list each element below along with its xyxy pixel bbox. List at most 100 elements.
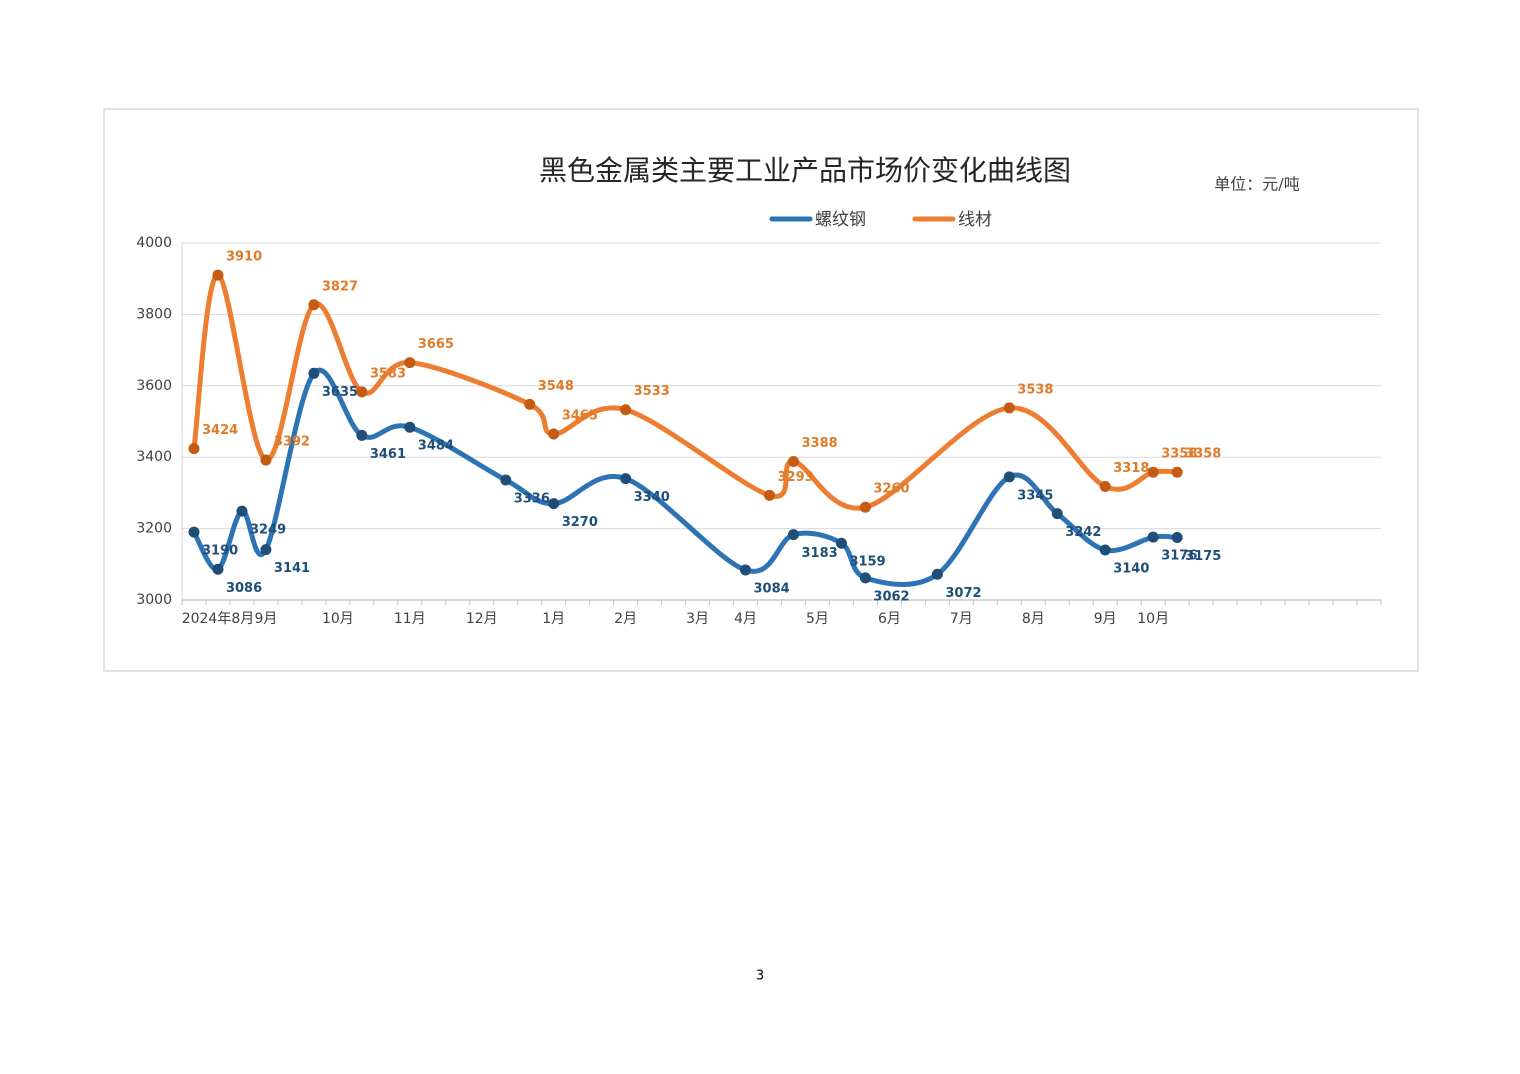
data-point <box>859 501 871 513</box>
x-tick-label: 4月 <box>734 611 757 627</box>
data-point <box>620 473 632 485</box>
data-point <box>308 367 320 379</box>
y-tick-label: 4000 <box>136 235 172 251</box>
x-tick-label: 9月 <box>254 611 277 627</box>
series-line <box>191 367 1180 587</box>
data-point <box>1171 532 1183 544</box>
y-tick-label: 3200 <box>136 521 172 537</box>
data-label: 3175 <box>1185 549 1221 564</box>
data-point <box>835 537 847 549</box>
data-point <box>260 544 272 556</box>
data-label: 3176 <box>1161 549 1197 564</box>
data-point <box>404 421 416 433</box>
data-label: 3533 <box>634 384 670 399</box>
data-point <box>212 563 224 575</box>
data-point <box>859 572 871 584</box>
data-label: 3260 <box>873 482 909 497</box>
data-label: 3461 <box>370 447 406 462</box>
data-label: 3827 <box>322 279 358 294</box>
x-tick-label: 2024年8月 <box>182 611 255 627</box>
data-point <box>1147 466 1159 478</box>
x-tick-label: 7月 <box>950 611 973 627</box>
data-point <box>236 505 248 517</box>
y-tick-label: 3400 <box>136 449 172 465</box>
x-tick-label: 12月 <box>466 611 498 627</box>
legend-label: 螺纹钢 <box>815 210 866 230</box>
data-point <box>548 428 560 440</box>
x-tick-label: 11月 <box>394 611 426 627</box>
data-label: 3183 <box>801 546 837 561</box>
data-point <box>356 429 368 441</box>
x-tick-label: 10月 <box>1137 611 1169 627</box>
data-point <box>1099 480 1111 492</box>
data-point <box>1147 531 1159 543</box>
data-point <box>787 455 799 467</box>
data-label: 3388 <box>801 436 837 451</box>
x-tick-label: 9月 <box>1094 611 1117 627</box>
data-point <box>524 398 536 410</box>
data-point <box>404 357 416 369</box>
data-label: 3465 <box>562 408 598 423</box>
x-tick-label: 3月 <box>686 611 709 627</box>
data-point <box>1003 402 1015 414</box>
x-tick-label: 6月 <box>878 611 901 627</box>
data-point <box>188 443 200 455</box>
unit-label: 单位：元/吨 <box>1214 175 1299 194</box>
data-label: 3086 <box>226 581 262 596</box>
chart-frame <box>103 108 1419 672</box>
data-label: 3583 <box>370 366 406 381</box>
data-label: 3159 <box>849 555 885 570</box>
data-label: 3358 <box>1161 447 1197 462</box>
data-label: 3336 <box>514 492 550 507</box>
data-point <box>1003 471 1015 483</box>
data-label: 3072 <box>945 586 981 601</box>
y-tick-label: 3600 <box>136 378 172 394</box>
data-point <box>548 498 560 510</box>
data-point <box>620 404 632 416</box>
data-label: 3910 <box>226 250 262 265</box>
data-point <box>1099 544 1111 556</box>
data-label: 3242 <box>1065 525 1101 540</box>
chart-title: 黑色金属类主要工业产品市场价变化曲线图 <box>539 154 1071 187</box>
data-label: 3665 <box>418 337 454 352</box>
data-label: 3318 <box>1113 461 1149 476</box>
data-label: 3484 <box>418 439 454 454</box>
x-tick-label: 8月 <box>1022 611 1045 627</box>
data-point <box>260 454 272 466</box>
data-point <box>931 568 943 580</box>
legend-label: 线材 <box>958 210 992 230</box>
x-tick-label: 10月 <box>322 611 354 627</box>
data-point <box>787 529 799 541</box>
data-label: 3392 <box>274 435 310 450</box>
data-point <box>188 526 200 538</box>
data-label: 3062 <box>873 589 909 604</box>
data-label: 3548 <box>538 379 574 394</box>
data-label: 3249 <box>250 523 286 538</box>
data-point <box>764 489 776 501</box>
data-label: 3424 <box>202 423 238 438</box>
data-label: 3084 <box>754 582 790 597</box>
data-label: 3345 <box>1017 488 1053 503</box>
data-point <box>356 386 368 398</box>
data-point <box>212 269 224 281</box>
data-point <box>308 299 320 311</box>
page-number: 3 <box>756 969 764 984</box>
data-point <box>740 564 752 576</box>
x-tick-label: 2月 <box>614 611 637 627</box>
data-label: 3190 <box>202 544 238 559</box>
x-tick-label: 5月 <box>806 611 829 627</box>
data-label: 3141 <box>274 561 310 576</box>
data-point <box>1171 466 1183 478</box>
y-tick-label: 3000 <box>136 592 172 608</box>
x-tick-label: 1月 <box>542 611 565 627</box>
data-label: 3140 <box>1113 562 1149 577</box>
data-label: 3358 <box>1185 447 1221 462</box>
y-tick-label: 3800 <box>136 306 172 322</box>
data-label: 3293 <box>778 470 814 485</box>
data-point <box>1051 508 1063 520</box>
data-label: 3340 <box>634 490 670 505</box>
data-label: 3270 <box>562 515 598 530</box>
data-label: 3635 <box>322 385 358 400</box>
